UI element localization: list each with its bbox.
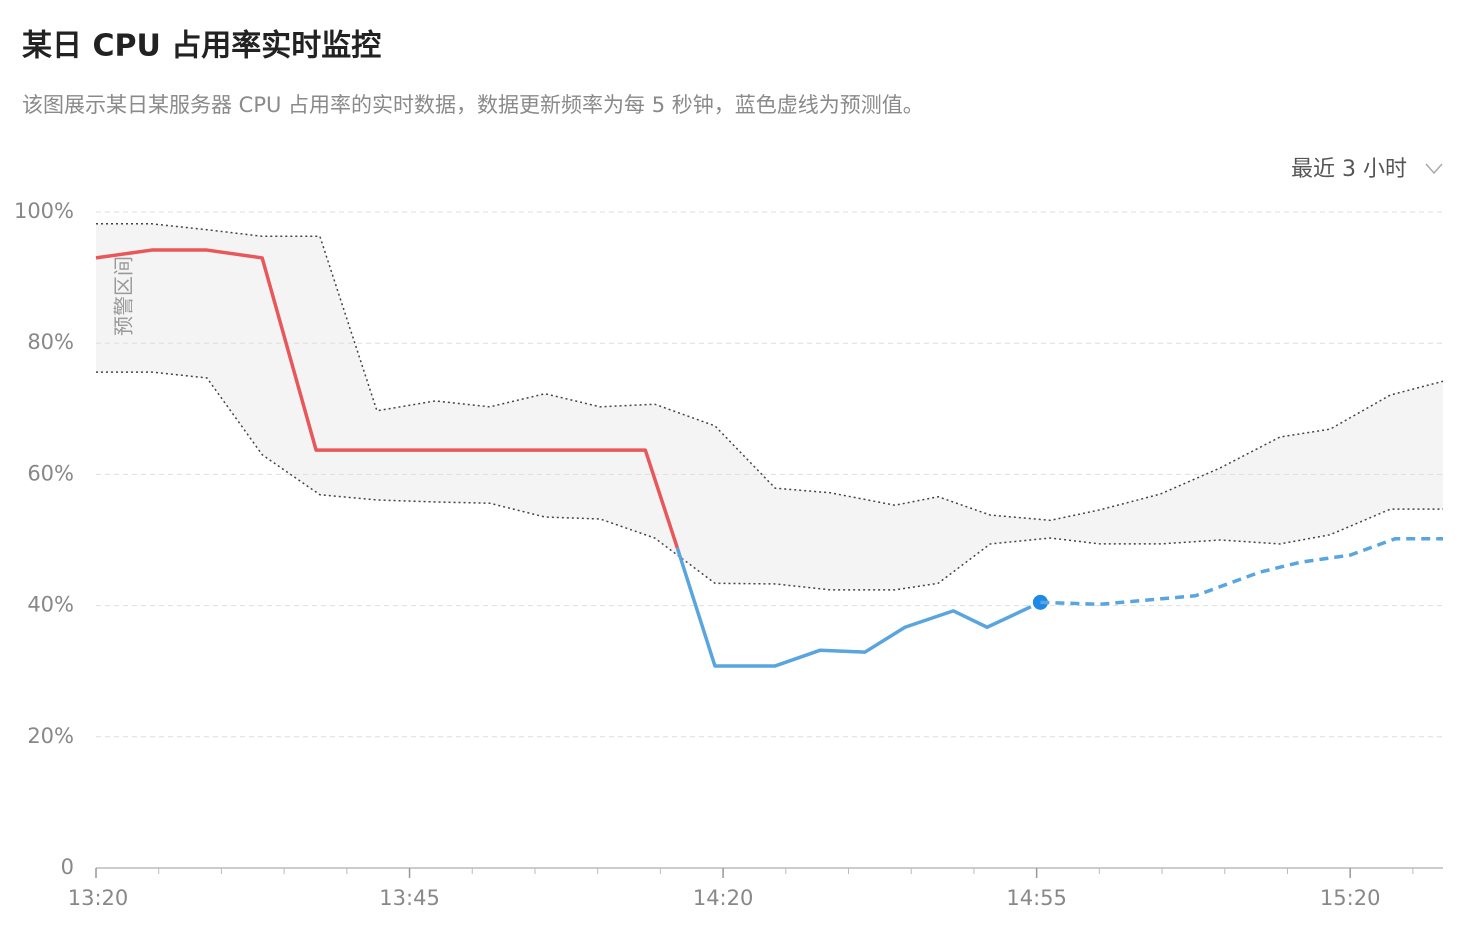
y-tick-label: 40% <box>27 593 74 617</box>
chart-title: 某日 CPU 占用率实时监控 <box>22 29 381 64</box>
band-upper-line <box>96 223 1444 522</box>
dropdown-chevron[interactable] <box>1425 163 1443 175</box>
band-label: 预警区间 <box>112 256 136 336</box>
range-label[interactable]: 最近 3 小时 <box>1291 157 1407 182</box>
y-tick-label: 20% <box>27 724 74 748</box>
band-lower-line <box>96 371 1443 591</box>
y-tick-label: 0 <box>61 855 74 879</box>
y-tick-label: 80% <box>27 330 74 354</box>
x-tick-label: 14:55 <box>1006 886 1067 910</box>
range-dropdown[interactable]: 最近 3 小时 <box>1291 157 1443 182</box>
x-tick-label: 13:45 <box>379 886 440 910</box>
x-tick-label: 13:20 <box>68 886 129 910</box>
line-series <box>95 248 679 549</box>
line-series <box>1040 536 1443 607</box>
y-tick-label: 100% <box>14 199 74 223</box>
x-tick-label: 15:20 <box>1320 886 1381 910</box>
line-series <box>675 547 1042 668</box>
chart-subtitle: 该图展示某日某服务器 CPU 占用率的实时数据，数据更新频率为每 5 秒钟，蓝色… <box>22 93 924 117</box>
y-tick-label: 60% <box>27 461 74 485</box>
band-area <box>96 223 1443 590</box>
x-tick-label: 14:20 <box>693 886 754 910</box>
